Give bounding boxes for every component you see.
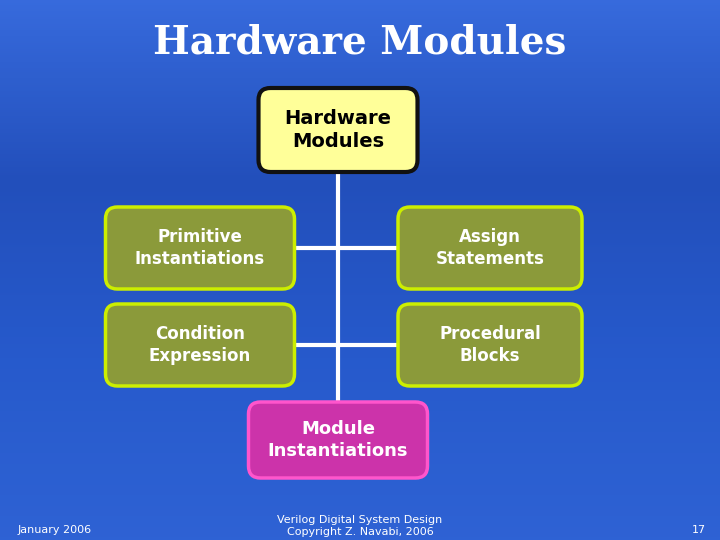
Text: Assign
Statements: Assign Statements <box>436 228 544 268</box>
Text: Module
Instantiations: Module Instantiations <box>268 420 408 460</box>
FancyBboxPatch shape <box>398 207 582 289</box>
Text: Primitive
Instantiations: Primitive Instantiations <box>135 228 265 268</box>
FancyBboxPatch shape <box>258 88 418 172</box>
FancyBboxPatch shape <box>106 304 294 386</box>
Text: Verilog Digital System Design
Copyright Z. Navabi, 2006: Verilog Digital System Design Copyright … <box>277 515 443 537</box>
Text: Procedural
Blocks: Procedural Blocks <box>439 325 541 365</box>
FancyBboxPatch shape <box>106 207 294 289</box>
Text: Condition
Expression: Condition Expression <box>149 325 251 365</box>
FancyBboxPatch shape <box>248 402 428 478</box>
Text: 17: 17 <box>692 525 706 535</box>
Text: Hardware
Modules: Hardware Modules <box>284 109 392 151</box>
Text: January 2006: January 2006 <box>18 525 92 535</box>
FancyBboxPatch shape <box>398 304 582 386</box>
Text: Hardware Modules: Hardware Modules <box>153 23 567 61</box>
